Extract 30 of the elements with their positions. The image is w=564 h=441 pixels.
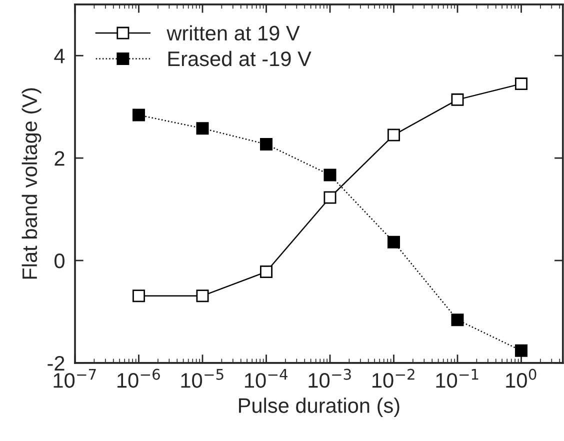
x-tick-label: 10$^{0}$ bbox=[506, 368, 536, 388]
y-tick-label: 4 bbox=[54, 48, 65, 64]
x-tick-label: 10$^{−5}$ bbox=[181, 369, 224, 388]
point bbox=[196, 290, 209, 302]
point bbox=[132, 108, 146, 122]
point bbox=[260, 138, 272, 150]
legend-label: written at 19 V bbox=[166, 25, 300, 41]
x-tick-label: 10$^{−1}$ bbox=[436, 369, 478, 388]
point bbox=[324, 191, 336, 204]
y-tick-label: -2 bbox=[48, 356, 64, 370]
y-axis-title: Flat band voltage (V) bbox=[22, 88, 42, 279]
point bbox=[451, 93, 464, 106]
point bbox=[387, 236, 400, 248]
x-tick-label: 10$^{−2}$ bbox=[372, 368, 414, 388]
point bbox=[514, 344, 528, 357]
point bbox=[451, 314, 464, 326]
x-tick-label: 10$^{−4}$ bbox=[245, 369, 288, 388]
point bbox=[324, 168, 336, 182]
y-tick-label: 0 bbox=[54, 254, 64, 268]
point bbox=[260, 266, 272, 278]
x-tick-label: 10$^{−7}$ bbox=[54, 369, 96, 388]
y-tick-label: 2 bbox=[54, 151, 64, 166]
point bbox=[132, 290, 146, 302]
x-axis-title: Pulse duration (s) bbox=[239, 398, 400, 418]
point bbox=[387, 128, 400, 142]
x-tick-label: 10$^{−6}$ bbox=[118, 368, 160, 388]
point bbox=[514, 78, 528, 90]
x-tick-label: 10$^{−3}$ bbox=[308, 368, 351, 388]
point bbox=[196, 122, 209, 135]
legend-label: Erased at -19 V bbox=[168, 50, 312, 66]
